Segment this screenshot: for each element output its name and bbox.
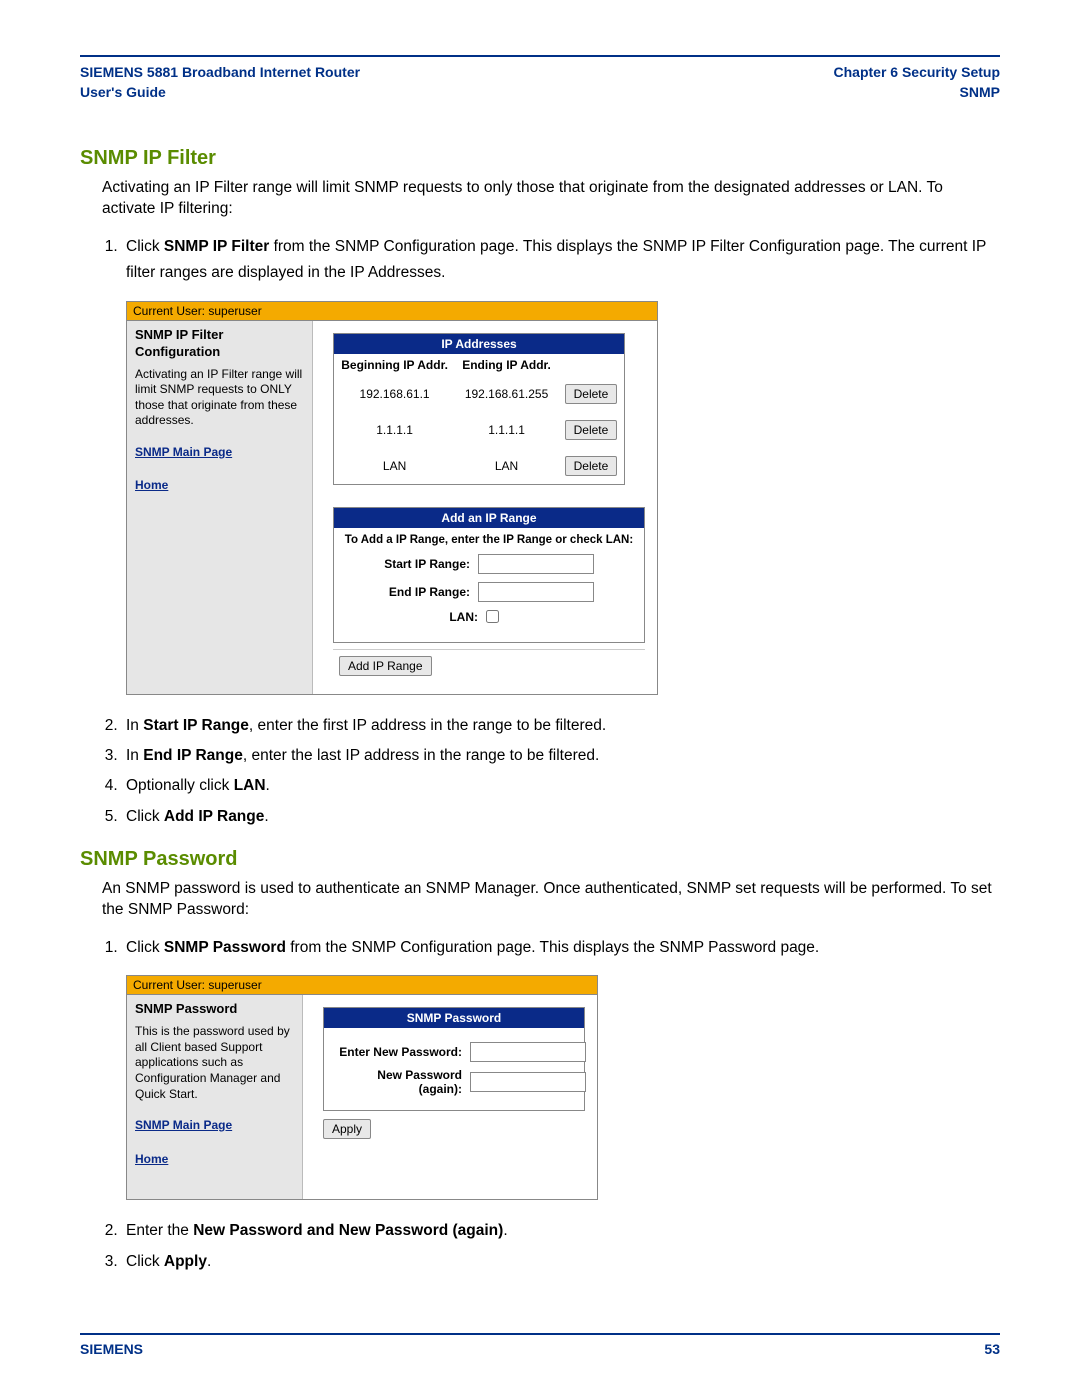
current-user-bar: Current User: superuser [127,302,657,321]
section-heading-ipfilter: SNMP IP Filter [80,147,1000,170]
ipfilter-intro: Activating an IP Filter range will limit… [102,178,1000,220]
delete-button[interactable]: Delete [565,456,618,476]
table-row: 192.168.61.1 192.168.61.255 Delete [334,376,624,412]
password-main: SNMP Password Enter New Password: New Pa… [303,995,597,1199]
new-password-label: Enter New Password: [332,1045,462,1059]
ip-addresses-header: IP Addresses [334,334,624,354]
ipfilter-step-2: In Start IP Range, enter the first IP ad… [122,713,1000,739]
new-password-again-label: New Password (again): [332,1068,462,1096]
header-section: SNMP [834,83,1001,103]
password-step-2: Enter the New Password and New Password … [122,1218,1000,1244]
new-password-input[interactable] [470,1042,586,1062]
header-title-1: SIEMENS 5881 Broadband Internet Router [80,63,360,83]
ipfilter-steps-1: Click SNMP IP Filter from the SNMP Confi… [102,234,1000,287]
password-steps-2: Enter the New Password and New Password … [102,1218,1000,1275]
ipfilter-sidebar-desc: Activating an IP Filter range will limit… [135,367,304,429]
password-ui-panel: Current User: superuser SNMP Password Th… [126,975,598,1200]
table-row: 1.1.1.1 1.1.1.1 Delete [334,412,624,448]
ipfilter-step-4: Optionally click LAN. [122,773,1000,799]
start-ip-label: Start IP Range: [384,557,470,571]
password-step-3: Click Apply. [122,1249,1000,1275]
snmp-main-page-link[interactable]: SNMP Main Page [135,445,232,461]
ipfilter-sidebar: SNMP IP Filter Configuration Activating … [127,321,313,694]
add-ip-range-box: Add an IP Range To Add a IP Range, enter… [333,507,645,643]
add-ip-range-button[interactable]: Add IP Range [339,656,432,676]
section-heading-password: SNMP Password [80,848,1000,871]
snmp-main-page-link[interactable]: SNMP Main Page [135,1118,232,1134]
add-range-header: Add an IP Range [334,508,644,528]
delete-button[interactable]: Delete [565,420,618,440]
footer-brand: SIEMENS [80,1341,143,1357]
home-link[interactable]: Home [135,1152,168,1168]
password-steps-1: Click SNMP Password from the SNMP Config… [102,935,1000,961]
password-sidebar-title: SNMP Password [135,1001,294,1018]
footer-page-number: 53 [984,1341,1000,1357]
snmp-password-box: SNMP Password Enter New Password: New Pa… [323,1007,585,1111]
col-ending: Ending IP Addr. [455,354,558,376]
add-range-hint: To Add a IP Range, enter the IP Range or… [344,534,634,546]
password-sidebar: SNMP Password This is the password used … [127,995,303,1199]
page-footer: SIEMENS 53 [80,1333,1000,1357]
end-ip-label: End IP Range: [389,585,470,599]
delete-button[interactable]: Delete [565,384,618,404]
header-chapter: Chapter 6 Security Setup [834,63,1001,83]
snmp-password-header: SNMP Password [324,1008,584,1028]
ipfilter-main: IP Addresses Beginning IP Addr. Ending I… [313,321,657,694]
current-user-bar: Current User: superuser [127,976,597,995]
lan-label: LAN: [449,610,478,624]
ip-addresses-table: IP Addresses Beginning IP Addr. Ending I… [333,333,625,485]
col-beginning: Beginning IP Addr. [334,354,455,376]
ipfilter-sidebar-title: SNMP IP Filter Configuration [135,327,304,361]
page-header: SIEMENS 5881 Broadband Internet Router U… [80,55,1000,102]
password-step-1: Click SNMP Password from the SNMP Config… [122,935,1000,961]
header-title-2: User's Guide [80,83,360,103]
table-row: LAN LAN Delete [334,448,624,484]
end-ip-input[interactable] [478,582,594,602]
new-password-again-input[interactable] [470,1072,586,1092]
lan-checkbox[interactable] [486,610,499,623]
ipfilter-step-1: Click SNMP IP Filter from the SNMP Confi… [122,234,1000,287]
apply-button[interactable]: Apply [323,1119,371,1139]
password-intro: An SNMP password is used to authenticate… [102,879,1000,921]
password-sidebar-desc: This is the password used by all Client … [135,1024,294,1102]
ipfilter-step-3: In End IP Range, enter the last IP addre… [122,743,1000,769]
start-ip-input[interactable] [478,554,594,574]
ipfilter-steps-2: In Start IP Range, enter the first IP ad… [102,713,1000,830]
ipfilter-step-5: Click Add IP Range. [122,804,1000,830]
home-link[interactable]: Home [135,478,168,494]
ipfilter-ui-panel: Current User: superuser SNMP IP Filter C… [126,301,658,695]
